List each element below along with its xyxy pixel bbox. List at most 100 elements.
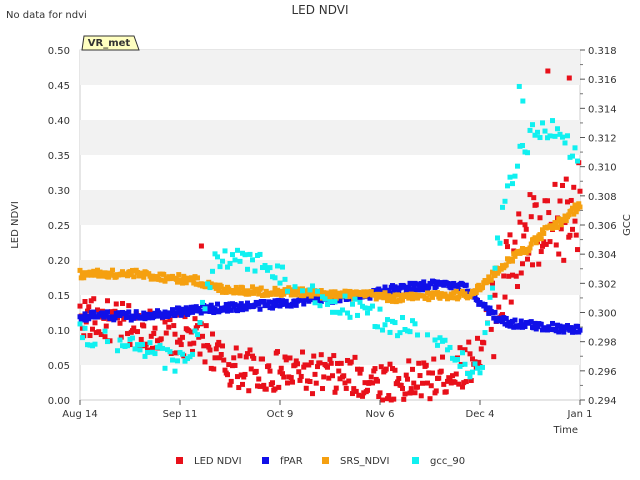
data-point (516, 211, 522, 217)
y-left-tick-label: 0.00 (48, 396, 70, 407)
y-axis-left: 0.00 0.05 0.10 0.15 0.20 0.25 0.30 0.35 0.40 0.45… (48, 46, 70, 407)
data-point (200, 299, 205, 305)
data-point (283, 298, 289, 304)
data-point (296, 369, 302, 375)
data-point (427, 396, 433, 402)
data-point (547, 133, 553, 139)
data-point (147, 308, 153, 314)
data-point (515, 163, 520, 169)
data-point (138, 336, 144, 342)
data-point (240, 381, 245, 387)
data-point (327, 296, 333, 302)
data-point (418, 393, 424, 399)
data-point (462, 361, 468, 367)
data-point (558, 222, 564, 228)
x-tick-label: Dec 4 (466, 409, 495, 420)
y-left-tick-label: 0.15 (48, 291, 70, 302)
data-point (572, 329, 578, 335)
data-point (467, 351, 473, 357)
data-point (180, 306, 185, 312)
legend-swatch (262, 457, 269, 464)
data-point (512, 173, 518, 179)
data-point (385, 298, 390, 304)
data-point (492, 292, 498, 298)
data-point (408, 291, 414, 297)
data-point (325, 290, 330, 296)
data-point (293, 358, 299, 364)
data-point (506, 319, 512, 325)
y-left-label: LED NDVI (10, 201, 21, 249)
data-point (405, 288, 410, 294)
data-point (463, 282, 469, 288)
data-point (257, 383, 263, 389)
data-point (288, 375, 294, 381)
data-point (293, 302, 299, 308)
data-point (530, 262, 535, 268)
data-point (538, 321, 544, 327)
y-left-tick-label: 0.20 (48, 256, 70, 267)
data-point (561, 257, 567, 263)
data-point (457, 363, 463, 369)
data-point (333, 385, 339, 391)
data-point (327, 299, 333, 305)
data-point (417, 283, 423, 289)
data-point (488, 326, 494, 332)
data-point (157, 342, 163, 348)
data-point (163, 330, 169, 336)
data-point (336, 368, 342, 374)
data-point (221, 357, 227, 363)
data-point (405, 376, 410, 382)
data-point (275, 263, 280, 269)
data-point (570, 205, 575, 211)
data-point (282, 354, 288, 360)
data-point (310, 391, 315, 397)
data-point (382, 284, 388, 290)
data-point (85, 308, 90, 314)
data-point (420, 287, 425, 293)
data-point (518, 270, 524, 276)
data-point (391, 295, 397, 301)
data-point (541, 239, 547, 245)
data-point (131, 325, 137, 331)
legend-label: SRS_NDVI (340, 456, 389, 467)
data-point (528, 214, 534, 220)
data-point (307, 379, 313, 385)
data-point (265, 267, 270, 273)
data-point (342, 293, 348, 299)
y-right-tick-label: 0.312 (588, 134, 617, 145)
data-point (575, 158, 580, 164)
data-point (480, 284, 485, 290)
data-point (400, 315, 405, 321)
data-point (426, 284, 432, 290)
data-point (146, 271, 152, 277)
data-point (82, 325, 88, 331)
data-point (207, 347, 213, 353)
data-point (537, 232, 543, 238)
x-tick-label: Jan 1 (567, 409, 593, 420)
data-point (525, 256, 530, 262)
data-point (266, 363, 272, 369)
data-point (342, 380, 348, 386)
y-right-tick-label: 0.304 (588, 250, 617, 261)
data-point (532, 320, 538, 326)
data-point (191, 340, 197, 346)
data-point (182, 358, 188, 364)
data-point (432, 337, 438, 343)
data-point (558, 226, 564, 232)
data-point (506, 273, 512, 279)
horizontal-bands (80, 50, 580, 401)
data-point (211, 366, 217, 372)
data-point (522, 222, 528, 228)
data-point (186, 310, 192, 316)
data-point (187, 341, 193, 347)
data-point (201, 281, 207, 287)
legend: LED NDVI fPAR SRS_NDVI gcc_90 (176, 456, 465, 467)
data-point (355, 312, 360, 318)
data-point (361, 289, 367, 295)
data-point (377, 306, 383, 312)
data-point (453, 288, 459, 294)
data-point (148, 276, 154, 282)
data-point (160, 345, 165, 351)
data-point (507, 232, 513, 238)
data-point (303, 291, 309, 297)
